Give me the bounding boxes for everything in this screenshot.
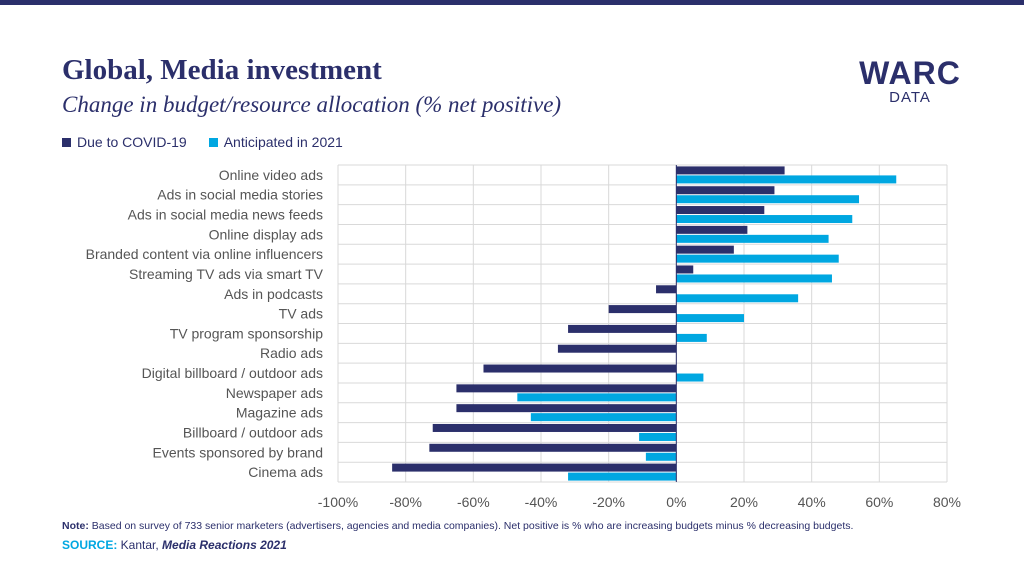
source-publication: Media Reactions 2021: [162, 538, 287, 552]
category-label: Billboard / outdoor ads: [183, 424, 323, 440]
bar-covid: [676, 265, 694, 274]
bar-chart: -100% -80% -60% -40% -20% 0% 20% 40% 60% 80% Onlin…: [86, 164, 961, 510]
x-tick-label: 40%: [798, 494, 826, 510]
bar-covid: [456, 404, 677, 413]
legend-item-covid: Due to COVID-19: [62, 134, 187, 150]
category-label: Magazine ads: [236, 405, 323, 421]
bar-2021: [568, 472, 677, 481]
bar-2021: [639, 432, 677, 441]
category-label: TV ads: [279, 306, 323, 322]
bar-2021: [676, 274, 832, 283]
page-subtitle: Change in budget/resource allocation (% …: [62, 92, 562, 117]
category-label: Branded content via online influencers: [86, 246, 323, 262]
legend-swatch-covid: [62, 137, 71, 147]
bar-covid: [676, 166, 785, 175]
logo-brand: WARC: [859, 55, 961, 91]
footnote: Note: Based on survey of 733 senior mark…: [62, 520, 853, 532]
bar-2021: [676, 234, 829, 243]
bar-covid: [456, 384, 677, 393]
x-tick-label: -80%: [389, 494, 422, 510]
category-label: Radio ads: [260, 345, 323, 361]
chart-legend: Due to COVID-19 Anticipated in 2021: [62, 134, 343, 150]
category-label: Streaming TV ads via smart TV: [129, 266, 324, 282]
category-label: TV program sponsorship: [170, 325, 324, 341]
category-label: Ads in social media stories: [157, 187, 323, 203]
bar-covid: [483, 364, 677, 373]
bar-2021: [676, 294, 799, 303]
x-tick-label: 60%: [865, 494, 893, 510]
bar-2021: [676, 195, 860, 204]
category-label: Ads in social media news feeds: [128, 207, 323, 223]
bar-covid: [608, 305, 677, 314]
page-title: Global, Media investment: [62, 54, 382, 86]
bar-2021: [676, 215, 853, 224]
category-label: Ads in podcasts: [224, 286, 323, 302]
legend-item-2021: Anticipated in 2021: [208, 134, 343, 150]
x-tick-label: 80%: [933, 494, 961, 510]
bar-2021: [530, 413, 677, 422]
x-tick-label: 0%: [666, 494, 686, 510]
bar-covid: [676, 245, 734, 254]
category-label: Newspaper ads: [226, 385, 323, 401]
category-label: Online video ads: [219, 167, 323, 183]
bar-2021: [676, 333, 707, 342]
source-line: SOURCE: Kantar, Media Reactions 2021: [62, 538, 287, 552]
legend-swatch-2021: [208, 137, 218, 147]
x-tick-label: -60%: [457, 494, 490, 510]
x-tick-label: -20%: [592, 494, 625, 510]
bar-covid: [568, 324, 677, 333]
note-label: Note:: [62, 520, 89, 532]
bar-2021: [676, 314, 744, 323]
bar-covid: [429, 443, 677, 452]
category-label: Cinema ads: [248, 464, 323, 480]
source-text: Kantar,: [117, 538, 163, 552]
x-tick-label: -100%: [318, 494, 358, 510]
note-text: Based on survey of 733 senior marketers …: [88, 520, 854, 532]
legend-label-covid: Due to COVID-19: [77, 134, 187, 150]
source-label: SOURCE:: [62, 538, 118, 552]
bar-covid: [656, 285, 677, 294]
category-label: Events sponsored by brand: [153, 444, 323, 460]
bar-2021: [676, 175, 897, 184]
bar-covid: [676, 186, 775, 195]
category-label: Online display ads: [209, 226, 323, 242]
x-tick-label: -40%: [525, 494, 558, 510]
bar-2021: [517, 393, 677, 402]
bar-covid: [676, 206, 765, 215]
top-accent-bar: [0, 0, 1024, 5]
bar-covid: [557, 344, 677, 353]
bar-2021: [645, 452, 677, 461]
legend-label-2021: Anticipated in 2021: [223, 134, 343, 150]
category-label: Digital billboard / outdoor ads: [142, 365, 323, 381]
x-tick-label: 20%: [730, 494, 758, 510]
bar-covid: [432, 423, 677, 432]
bar-2021: [676, 254, 839, 263]
bar-covid: [392, 463, 677, 472]
logo-sub: DATA: [889, 89, 931, 106]
bar-2021: [676, 373, 704, 382]
bar-covid: [676, 225, 748, 234]
warc-logo: WARC DATA: [850, 56, 970, 106]
